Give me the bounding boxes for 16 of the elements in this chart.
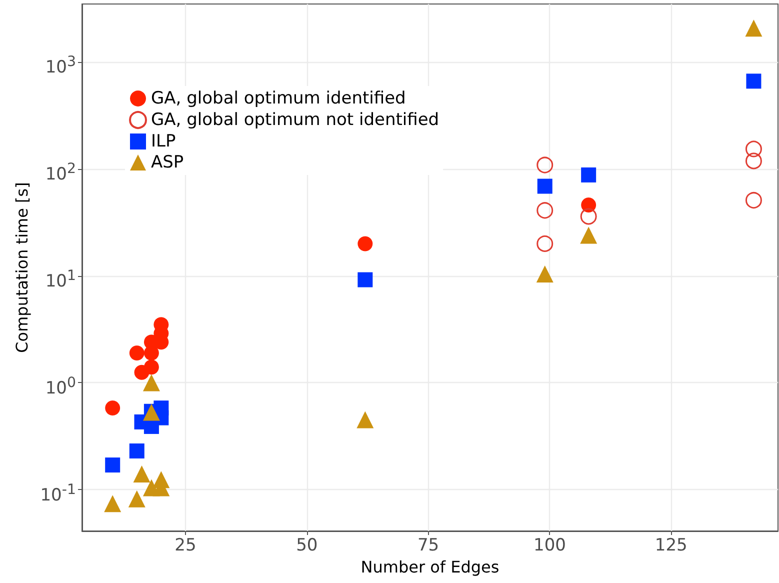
y-tick-label: 10$^{-1}$ (40, 480, 76, 506)
x-tick-label: 100 (533, 536, 566, 556)
x-tick-label: 25 (174, 536, 196, 556)
x-tick-label: 50 (296, 536, 318, 556)
y-tick-label: 10$^{2}$ (45, 160, 76, 186)
x-tick-label: 125 (654, 536, 688, 556)
y-tick-label: 10$^{3}$ (45, 53, 76, 79)
y-axis-title: Computation time [s] (12, 182, 32, 353)
legend-label: GA, global optimum identified (151, 88, 406, 108)
y-tick-label: 10$^{1}$ (45, 266, 76, 293)
x-tick-label: 75 (417, 536, 440, 556)
x-axis-title: Number of Edges (360, 558, 500, 576)
legend-label: ILP (151, 132, 176, 152)
legend-label: ASP (151, 152, 184, 172)
legend-label: GA, global optimum not identified (151, 110, 440, 130)
y-tick-label: 10$^{0}$ (45, 374, 76, 400)
